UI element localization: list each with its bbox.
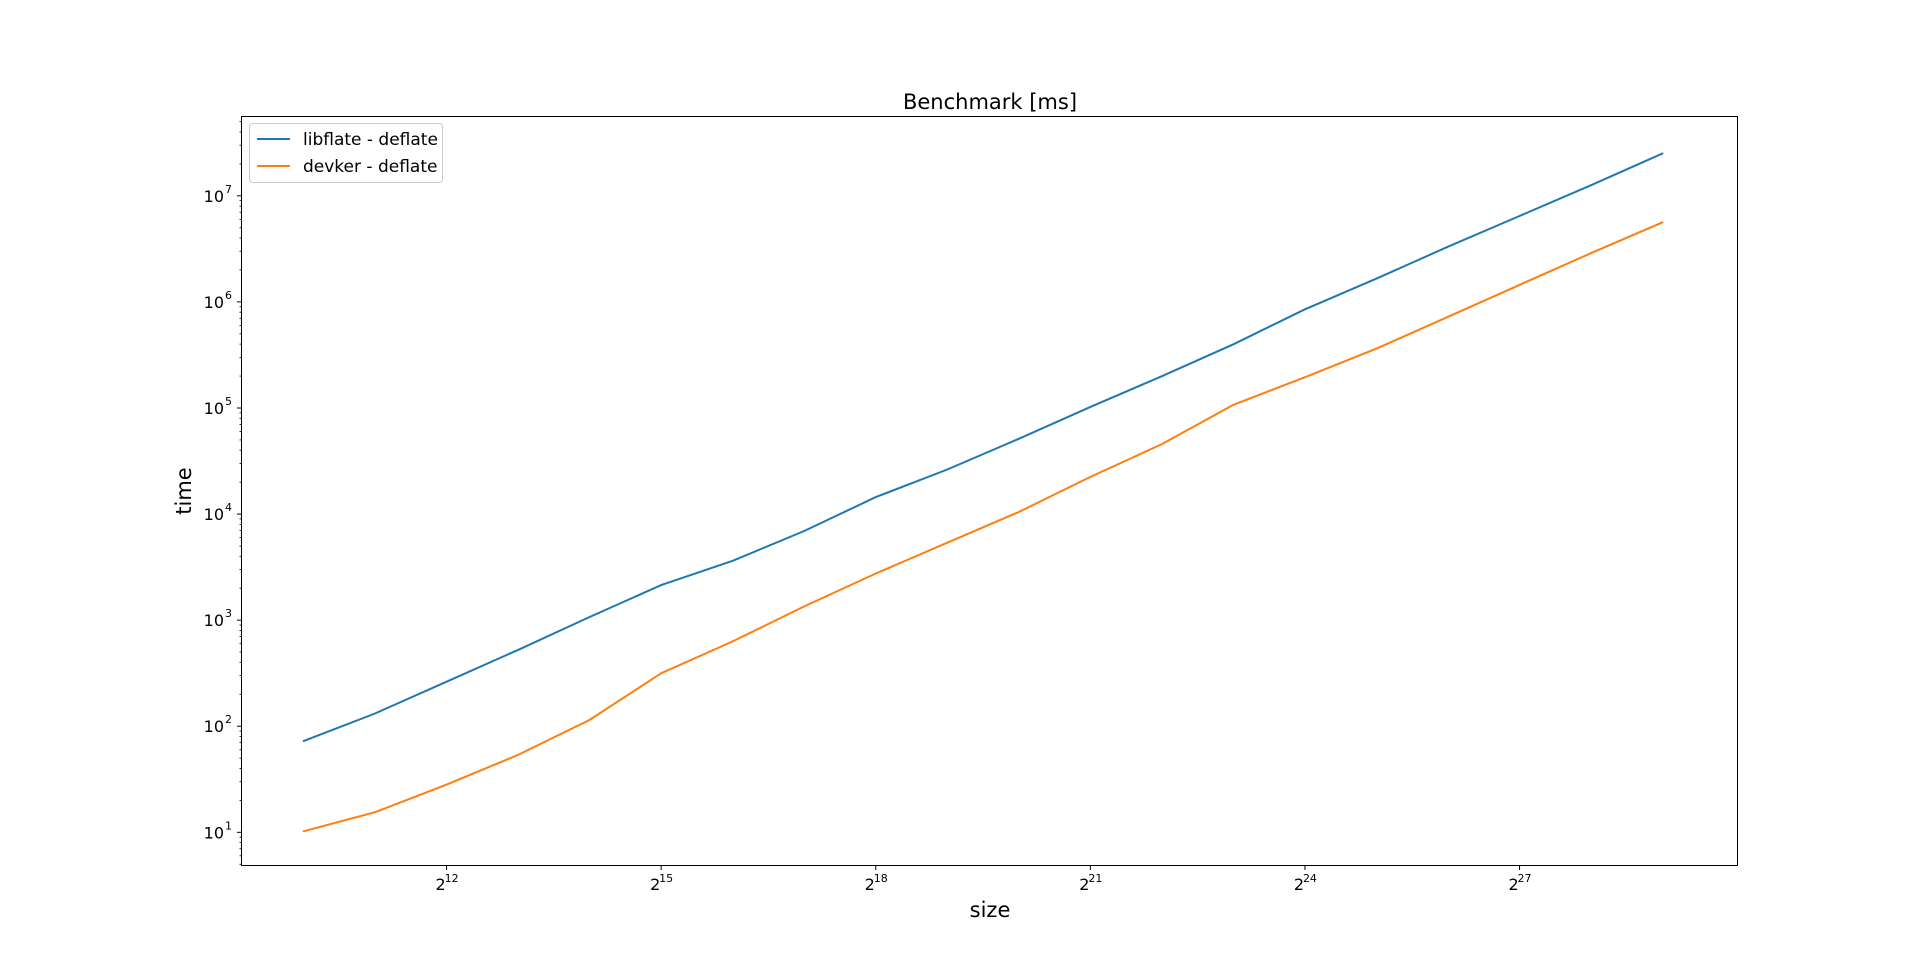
data-point bbox=[588, 719, 591, 721]
y-tick-exponent: 5 bbox=[225, 395, 232, 408]
x-tick-label: 2 bbox=[865, 875, 875, 894]
y-tick-exponent: 3 bbox=[225, 607, 232, 620]
x-axis: 212 215 218 221 224 227 bbox=[435, 865, 1532, 894]
data-point bbox=[302, 740, 305, 742]
y-tick-label: 10 bbox=[204, 611, 224, 630]
series-layer bbox=[302, 152, 1664, 833]
data-point bbox=[660, 584, 663, 586]
data-point bbox=[1089, 476, 1092, 478]
data-point bbox=[1518, 215, 1521, 217]
y-tick-exponent: 4 bbox=[225, 501, 232, 514]
data-point bbox=[1017, 437, 1020, 440]
data-point bbox=[1375, 347, 1378, 350]
data-point bbox=[1161, 443, 1163, 445]
data-point bbox=[1161, 375, 1163, 378]
x-tick-exponent: 15 bbox=[659, 872, 673, 885]
data-point bbox=[374, 811, 376, 814]
data-point bbox=[946, 468, 949, 471]
legend: libflate - deflate devker - deflate bbox=[249, 123, 443, 183]
y-tick-label: 10 bbox=[204, 293, 224, 312]
data-point bbox=[445, 680, 448, 683]
data-point bbox=[660, 672, 663, 675]
x-tick-label: 2 bbox=[1508, 875, 1518, 894]
legend-box bbox=[249, 123, 443, 183]
data-point bbox=[1232, 343, 1235, 346]
data-point bbox=[517, 754, 519, 756]
y-tick-label: 10 bbox=[204, 187, 224, 206]
y-tick-label: 10 bbox=[204, 823, 224, 842]
y-tick-exponent: 6 bbox=[225, 289, 232, 302]
data-point bbox=[803, 530, 806, 532]
data-point bbox=[302, 830, 305, 833]
data-point bbox=[445, 783, 448, 786]
data-point bbox=[517, 649, 519, 651]
data-point bbox=[1661, 152, 1664, 155]
data-point bbox=[803, 605, 806, 608]
x-tick-label: 2 bbox=[1079, 875, 1089, 894]
data-point bbox=[731, 559, 734, 562]
x-axis-label: size bbox=[970, 898, 1011, 922]
data-point bbox=[1375, 277, 1378, 280]
data-point bbox=[374, 712, 376, 715]
x-tick-exponent: 12 bbox=[445, 872, 459, 885]
x-tick-exponent: 18 bbox=[874, 872, 888, 885]
data-point bbox=[1304, 308, 1306, 311]
y-tick-exponent: 1 bbox=[225, 819, 232, 832]
data-point bbox=[1590, 252, 1592, 255]
data-point bbox=[588, 616, 591, 618]
x-tick-exponent: 21 bbox=[1088, 872, 1102, 885]
data-point bbox=[946, 541, 949, 544]
x-tick-exponent: 24 bbox=[1303, 872, 1317, 885]
data-point bbox=[731, 640, 734, 643]
y-axis-label: time bbox=[172, 467, 196, 514]
data-point bbox=[1017, 511, 1020, 513]
chart-title: Benchmark [ms] bbox=[903, 90, 1077, 114]
data-point bbox=[1661, 221, 1664, 224]
y-tick-label: 10 bbox=[204, 399, 224, 418]
x-tick-exponent: 27 bbox=[1518, 872, 1532, 885]
data-point bbox=[874, 572, 877, 575]
y-tick-exponent: 2 bbox=[225, 713, 232, 726]
x-tick-label: 2 bbox=[435, 875, 445, 894]
x-tick-label: 2 bbox=[650, 875, 660, 894]
plot-frame bbox=[241, 116, 1738, 866]
y-tick-exponent: 7 bbox=[225, 183, 232, 196]
legend-label-libflate: libflate - deflate bbox=[303, 130, 438, 150]
data-point bbox=[1089, 406, 1092, 408]
y-tick-label: 10 bbox=[204, 505, 224, 524]
series-line-1 bbox=[303, 221, 1663, 833]
series-line-0 bbox=[303, 152, 1664, 743]
data-point bbox=[874, 496, 877, 498]
data-point bbox=[1304, 376, 1306, 379]
data-point bbox=[1590, 184, 1592, 187]
data-point bbox=[1232, 403, 1235, 406]
x-tick-label: 2 bbox=[1294, 875, 1304, 894]
y-tick-label: 10 bbox=[204, 717, 224, 736]
legend-label-devker: devker - deflate bbox=[303, 157, 437, 177]
data-point bbox=[1447, 315, 1449, 318]
data-point bbox=[1447, 245, 1449, 248]
data-point bbox=[1518, 284, 1521, 286]
